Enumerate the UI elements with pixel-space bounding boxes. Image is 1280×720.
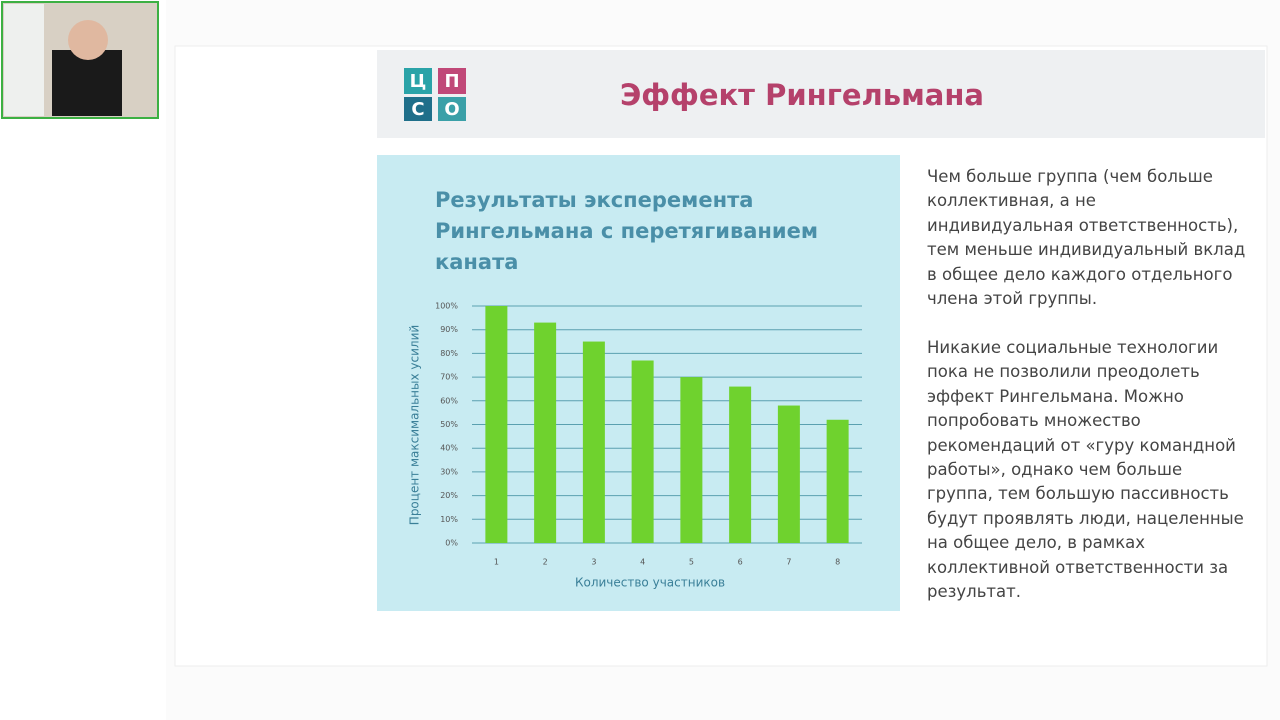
bar bbox=[485, 306, 508, 543]
bar bbox=[826, 419, 849, 543]
x-tick-label: 7 bbox=[786, 558, 791, 567]
paragraph: Чем больше группа (чем больше коллективн… bbox=[927, 167, 1246, 309]
webcam-person bbox=[52, 50, 122, 116]
logo-letter: П bbox=[444, 71, 459, 92]
y-tick-label: 100% bbox=[435, 302, 458, 311]
y-tick-label: 30% bbox=[440, 467, 458, 476]
y-tick-label: 80% bbox=[440, 349, 458, 358]
bar bbox=[729, 386, 752, 543]
y-tick-label: 90% bbox=[440, 325, 458, 334]
webcam-window bbox=[4, 4, 44, 116]
bar bbox=[631, 360, 654, 543]
y-tick-label: 40% bbox=[440, 444, 458, 453]
bar bbox=[582, 341, 605, 543]
slide-header bbox=[377, 50, 1265, 138]
bar bbox=[680, 377, 703, 543]
y-tick-label: 10% bbox=[440, 515, 458, 524]
slide-title: Эффект Рингельмана bbox=[620, 78, 984, 112]
x-tick-label: 5 bbox=[689, 558, 694, 567]
paragraph: Никакие социальные технологии пока не по… bbox=[927, 338, 1244, 602]
x-tick-label: 6 bbox=[738, 558, 743, 567]
logo-letter: Ц bbox=[410, 71, 427, 92]
y-tick-label: 70% bbox=[440, 373, 458, 382]
logo-cell bbox=[404, 97, 432, 121]
bar bbox=[534, 322, 557, 543]
x-tick-label: 1 bbox=[494, 558, 499, 567]
y-axis-label: Процент максимальных усилий bbox=[408, 325, 422, 525]
x-tick-label: 4 bbox=[640, 558, 645, 567]
logo-cell bbox=[438, 97, 466, 121]
logo-cell bbox=[404, 68, 432, 94]
bar bbox=[777, 405, 800, 543]
y-tick-label: 0% bbox=[445, 539, 458, 548]
logo-letter: О bbox=[444, 99, 459, 120]
chart-title: Результаты эксперемента Рингельмана с пе… bbox=[435, 188, 819, 274]
logo-cell bbox=[438, 68, 466, 94]
x-axis-label: Количество участников bbox=[575, 576, 725, 590]
webcam-face bbox=[68, 20, 108, 60]
y-tick-label: 20% bbox=[440, 491, 458, 500]
x-tick-label: 2 bbox=[543, 558, 548, 567]
y-tick-label: 50% bbox=[440, 420, 458, 429]
logo-letter: С bbox=[411, 99, 424, 120]
y-tick-label: 60% bbox=[440, 396, 458, 405]
logo: Ц П С О bbox=[404, 68, 466, 121]
x-tick-label: 8 bbox=[835, 558, 840, 567]
x-tick-label: 3 bbox=[591, 558, 596, 567]
